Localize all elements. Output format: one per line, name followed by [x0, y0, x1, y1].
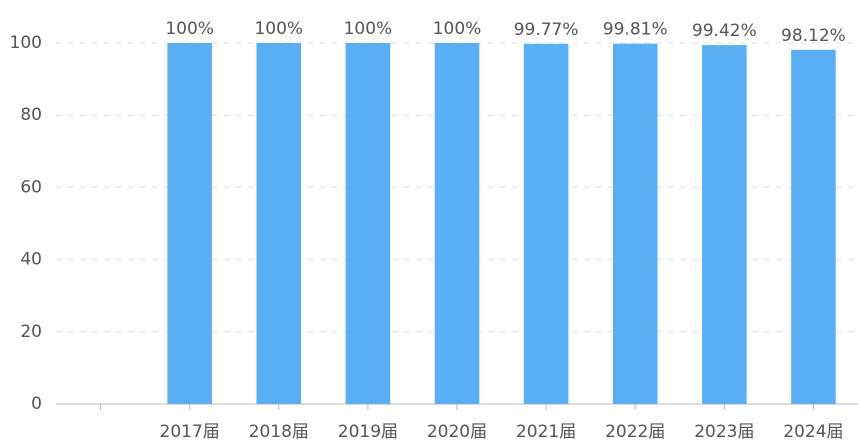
value-label: 100% — [165, 19, 214, 39]
y-tick-label: 60 — [20, 177, 42, 197]
value-label: 98.12% — [781, 26, 846, 46]
value-label: 100% — [344, 19, 393, 39]
x-tick-label: 2017届 — [160, 422, 220, 442]
y-tick-label: 100 — [10, 33, 42, 53]
bar — [523, 43, 569, 405]
value-label: 100% — [433, 19, 482, 39]
bar — [345, 43, 391, 404]
x-tick-label: 2022届 — [605, 422, 665, 442]
value-label: 99.77% — [514, 20, 579, 40]
bar — [167, 43, 212, 404]
y-tick-label: 40 — [20, 250, 42, 270]
y-tick-label: 20 — [20, 322, 42, 342]
value-label: 99.42% — [692, 21, 757, 41]
y-tick-label: 80 — [20, 105, 42, 125]
x-tick-label: 2024届 — [783, 422, 843, 442]
x-tick-label: 2023届 — [694, 422, 754, 442]
x-tick-label: 2018届 — [249, 422, 309, 442]
x-tick-label: 2020届 — [427, 422, 487, 442]
x-tick-label: 2019届 — [338, 422, 398, 442]
bar — [702, 45, 747, 404]
y-tick-label: 0 — [31, 394, 42, 414]
x-tick-label: 2021届 — [516, 422, 576, 442]
bar — [612, 43, 658, 404]
bar — [791, 49, 836, 404]
value-label: 100% — [254, 19, 303, 39]
value-label: 99.81% — [603, 20, 668, 40]
bar — [256, 43, 302, 404]
bar — [434, 43, 480, 404]
